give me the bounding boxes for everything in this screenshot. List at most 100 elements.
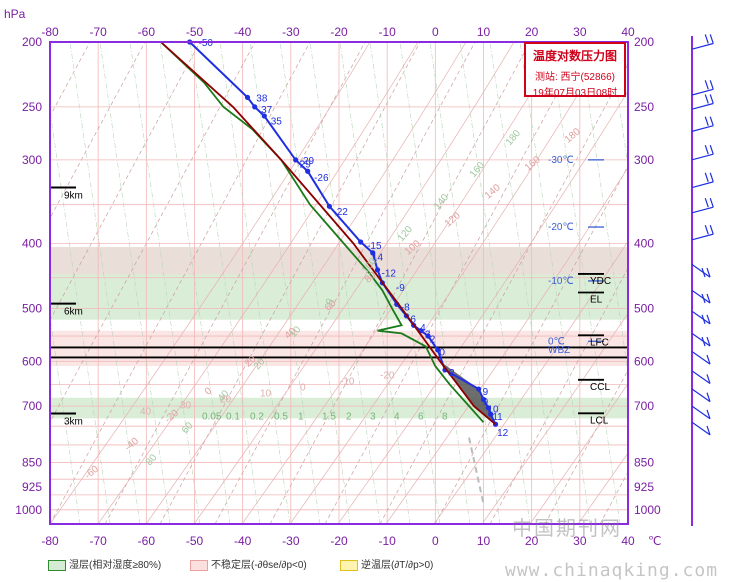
isotherm-skew-line [50,42,201,321]
mixing-ratio-label: 3 [370,411,376,422]
temperature-label: -15 [367,241,382,252]
temperature-label: -22 [333,207,348,218]
temperature-label: -8 [401,303,410,314]
mixing-ratio-line [459,42,531,524]
watermark-text: 中国期刊网 [512,516,622,540]
legend-inversion-swatch [340,559,358,571]
wind-barb-feather [704,144,709,155]
wind-barb-feather [704,34,709,44]
mixing-ratio-line [519,42,591,524]
wind-barb-feather [701,293,706,304]
pressure-tick-label-right: 500 [634,301,654,315]
mixing-ratio-label: 2 [346,411,352,422]
pressure-tick-label-right: 600 [634,354,654,368]
pressure-tick-label-right: 925 [634,480,654,494]
mixing-ratio-line [309,42,381,524]
x-tick-label-top: 0 [432,25,439,39]
watermark-url: www.chinaqking.com [505,560,719,581]
wind-barb-staff [691,233,714,241]
mixing-ratio-label: 0.5 [274,411,288,422]
wind-barb [691,310,711,325]
pressure-tick-label-right: 850 [634,456,654,470]
x-tick-label-top: -30 [282,25,300,39]
pressure-tick-label-right: 250 [634,100,654,114]
wind-barb-staff [691,125,714,132]
mixing-ratio-line [50,315,81,524]
pressure-tick-label-left: 600 [22,354,42,368]
x-tick-label-bottom: -40 [234,534,252,548]
mixing-ratio-label: 6 [418,411,424,422]
reference-curve-label: -10 [340,376,355,387]
reference-curve-label: 0 [300,382,306,393]
dry-adiabat-curve [241,42,563,524]
isotherm-skew-line [544,369,628,524]
x-tick-label-top: -50 [186,25,204,39]
wind-barb [691,388,711,403]
pressure-tick-label-left: 200 [22,35,42,49]
time-label: 19年07月03日08时 [532,88,618,99]
isotherm-skew-line [655,42,740,524]
wind-barb [691,34,714,50]
height-label: 3km [64,417,83,428]
temperature-label: 35 [271,116,283,127]
pressure-tick-label-right: 1000 [634,503,661,517]
isotherm-label: -10℃ [548,276,574,287]
level-label: YDC [590,276,611,287]
level-label: CCL [590,382,610,393]
mixing-ratio-line [0,42,20,524]
wind-barb-feather [709,224,714,235]
moist-adiabat-label: 140 [432,192,451,212]
mixing-ratio-label: 1 [298,411,304,422]
dry-adiabat-curve [529,383,628,524]
wind-barb-staff [691,350,711,365]
mixing-ratio-line [489,42,561,524]
temperature-label: 14 [372,252,384,263]
wind-barb-staff [691,332,711,347]
wind-barb-feather [709,34,714,44]
wind-barb [691,370,711,384]
mixing-ratio-label: 0.2 [250,411,264,422]
isotherm-skew-line [50,42,256,423]
mixing-ratio-line [69,42,141,524]
dry-adiabat-label: 140 [483,182,503,201]
moist-adiabat-label: 60 [180,420,196,436]
temperature-point [293,157,299,163]
chart-title: 温度对数压力图 [532,49,617,63]
x-tick-label-bottom: 40 [621,534,635,548]
clipped-curves [0,42,740,524]
isotherm-label: 0℃ [548,336,565,347]
wind-barb [691,80,714,96]
wind-barbs [691,34,714,436]
mixing-ratio-line [50,108,111,524]
wind-barb-feather [706,354,711,365]
x-tick-label-bottom: -60 [138,534,156,548]
isotherm-skew-line [104,42,366,524]
temperature-unit-label: ℃ [648,534,661,548]
pressure-tick-label-left: 850 [22,456,42,470]
mixing-ratio-line [50,521,51,524]
pressure-tick-label-right: 200 [634,35,654,49]
pressure-tick-label-right: 300 [634,153,654,167]
moist-adiabat-label: 0 [324,296,336,308]
wind-barb-feather [704,197,709,208]
wind-barb-feather [704,172,709,183]
level-label: LFC [590,337,609,348]
moist-adiabat-label: 160 [468,160,487,180]
pressure-tick-label-right: 700 [634,399,654,413]
temperature-label: 9 [483,387,489,398]
legend-wet-label: 湿层(相对湿度≥80%) [69,560,162,571]
wind-barb-staff [691,206,714,214]
dry-adiabat-label: 0 [203,385,215,397]
dry-adiabat-curve [97,42,419,524]
legend-inversion-label: 逆温层(∂T/∂p>0) [361,560,434,571]
isotherm-label: WBZ [548,345,570,356]
x-tick-label-top: 10 [477,25,491,39]
pressure-tick-label-left: 500 [22,301,42,315]
legend-unstable-label: 不稳定层(-∂θse/∂p<0) [211,560,307,571]
sounding-series [160,39,499,505]
wind-barb [691,350,711,365]
wind-barb-feather [706,425,711,436]
wind-barb-feather [709,94,714,104]
dewpoint-line [160,41,485,423]
pressure-tick-label-left: 700 [22,399,42,413]
